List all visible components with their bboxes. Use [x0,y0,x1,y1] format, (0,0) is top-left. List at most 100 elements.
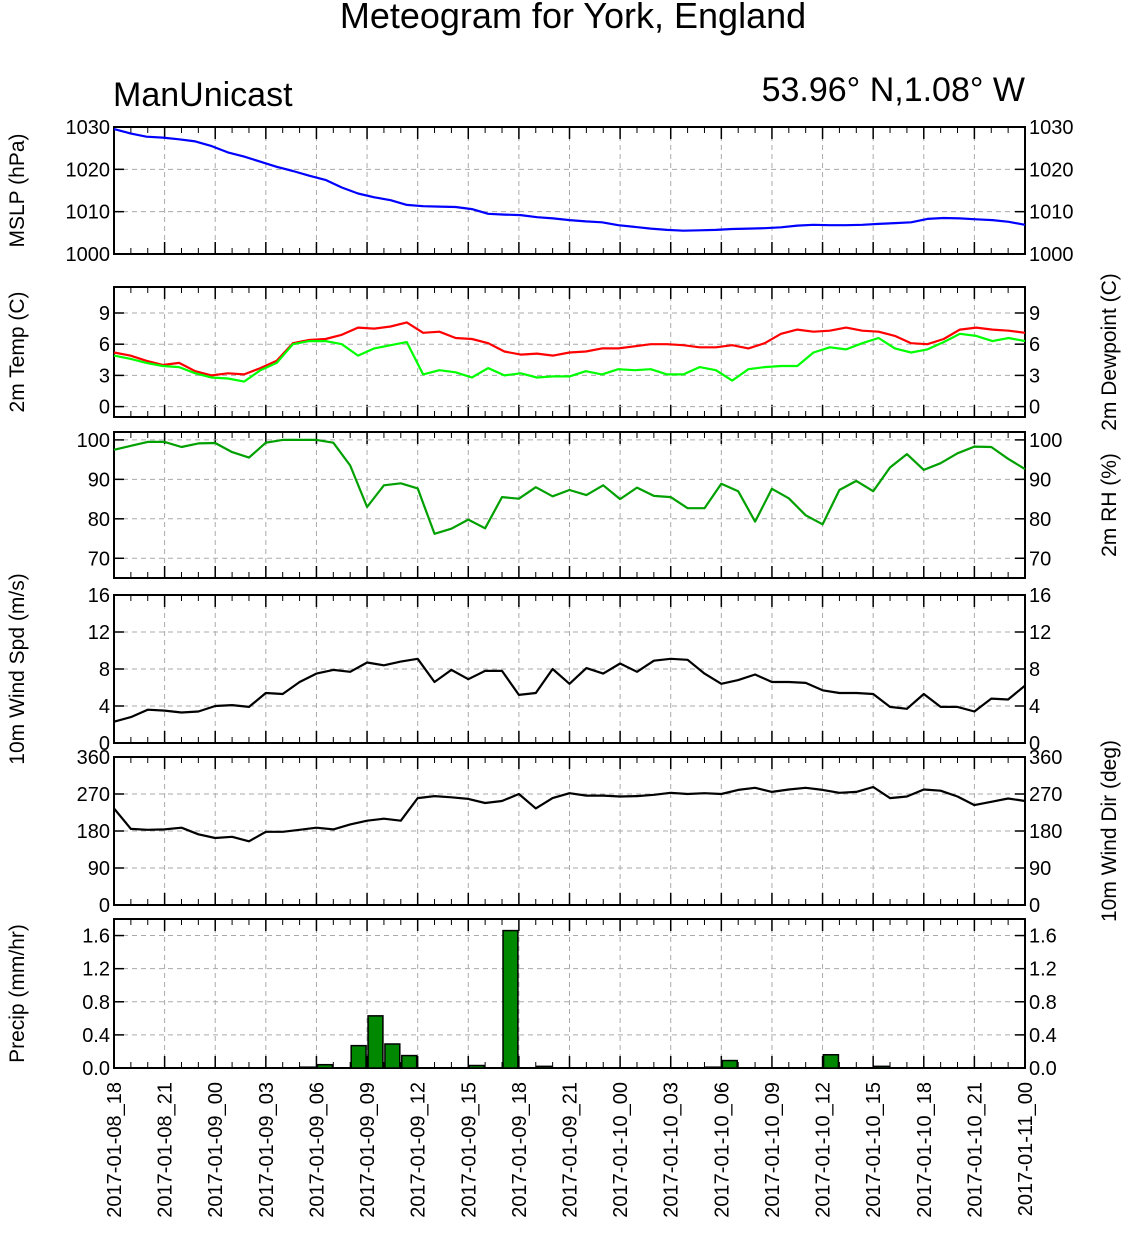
y-tick-label: 100 [77,430,110,452]
y-tick-label: 90 [88,858,110,880]
y-tick-label-right: 8 [1029,659,1040,681]
series-line-rh-0 [113,438,1026,535]
y-tick-label-right: 1.6 [1029,926,1057,948]
precip-bar [721,1059,738,1069]
y-tick-label-right: 12 [1029,622,1051,644]
time-label: 2017-01-10_03 [661,1082,683,1218]
y-axis-label: Precip (mm/hr) [6,924,29,1063]
y-tick-label: 70 [88,548,110,570]
time-label: 2017-01-10_00 [610,1082,632,1218]
y-tick-label: 0 [99,397,110,419]
y-axis-label-right: 10m Wind Dir (deg) [1098,740,1121,922]
y-tick-label: 9 [99,303,110,325]
y-tick-label: 1010 [66,202,111,224]
y-tick-label: 1.2 [82,959,110,981]
y-tick-label: 90 [88,469,110,491]
precip-bar [704,1066,722,1069]
y-axis-label: 2m Temp (C) [6,292,29,413]
panel-temp: 0 0 3 3 6 6 9 9 2m Temp (C) 2m Dewpoint (C) [6,273,1121,431]
location-label: 53.96° N,1.08° W [762,71,1025,109]
time-label: 2017-01-09_06 [306,1082,328,1218]
precip-bar [822,1054,840,1069]
precip-bar [873,1065,890,1069]
y-tick-label: 180 [77,821,110,843]
y-tick-label: 6 [99,334,110,356]
y-tick-label: 3 [99,365,110,387]
time-label: 2017-01-10_12 [813,1082,835,1218]
precip-bar [468,1064,485,1069]
y-tick-label: 0.8 [82,992,110,1014]
y-tick-label-right: 90 [1029,858,1051,880]
y-tick-label: 1.6 [82,926,110,948]
time-label: 2017-01-09_03 [256,1082,278,1218]
y-tick-label: 0.0 [82,1058,110,1080]
y-tick-label: 80 [88,509,110,531]
y-tick-label-right: 80 [1029,509,1051,531]
y-tick-label: 4 [99,696,110,718]
y-tick-label-right: 180 [1029,821,1062,843]
y-tick-label: 0.4 [82,1025,110,1047]
y-tick-label-right: 0.8 [1029,992,1057,1014]
time-label: 2017-01-09_09 [357,1082,379,1218]
panel-precip: 0.0 0.0 0.4 0.4 0.8 0.8 1.2 1.2 1.6 1.6 Precip (mm… [6,918,1057,1080]
time-label: 2017-01-10_09 [762,1082,784,1218]
series-line-wind-dir-0 [113,785,1026,843]
y-tick-label: 1020 [66,159,111,181]
panel-wind-speed: 0 0 4 4 8 8 12 12 16 16 10m Wind Spd (m/s) [6,573,1051,764]
panel-frame [113,126,1026,255]
precip-bar [350,1044,367,1069]
series-line-temp-0 [113,321,1026,377]
panel-frame [113,286,1026,418]
precip-bar [299,1066,317,1069]
panel-frame [113,756,1026,906]
panel-frame [113,594,1026,744]
precip-bar [316,1063,334,1069]
time-label: 2017-01-08_18 [104,1082,126,1218]
y-tick-label: 12 [88,622,110,644]
precip-bar [384,1043,401,1069]
y-tick-label: 1030 [66,117,111,139]
y-tick-label: 0 [99,733,110,755]
chart-title: Meteogram for York, England [340,0,806,36]
y-tick-label-right: 6 [1029,334,1040,356]
y-tick-label: 1000 [66,244,111,266]
y-axis-label: 10m Wind Spd (m/s) [6,573,29,764]
y-tick-label-right: 70 [1029,548,1051,570]
y-tick-label-right: 4 [1029,696,1040,718]
time-label: 2017-01-09_00 [205,1082,227,1218]
source-label: ManUnicast [113,76,293,114]
precip-bar [401,1054,418,1069]
y-tick-label: 8 [99,659,110,681]
time-label: 2017-01-08_21 [155,1082,177,1218]
panel-mslp: 1000 1000 1010 1010 1020 1020 1030 1030 MSLP (hP… [6,117,1074,266]
y-tick-label-right: 1020 [1029,159,1074,181]
time-label: 2017-01-10_15 [863,1082,885,1218]
series-line-wind-speed-0 [113,657,1026,723]
panel-frame [113,918,1026,1069]
y-tick-label: 16 [88,585,110,607]
precip-bar [502,929,519,1069]
y-tick-label-right: 1000 [1029,244,1074,266]
y-tick-label-right: 1.2 [1029,959,1057,981]
time-label: 2017-01-09_15 [458,1082,480,1218]
panel-wind-dir: 0 0 90 90 180 180 270 270 360 360 10m Wind Dir (de… [77,740,1121,922]
time-axis: 2017-01-08_18 2017-01-08_21 2017-01-09_00 2… [104,1082,1037,1218]
y-tick-label-right: 3 [1029,365,1040,387]
y-tick-label-right: 0 [1029,733,1040,755]
time-label: 2017-01-10_18 [914,1082,936,1218]
panel-rh: 70 70 80 80 90 90 100 100 2m RH (%) [77,430,1121,579]
time-label: 2017-01-10_06 [711,1082,733,1218]
y-tick-label-right: 1010 [1029,202,1074,224]
y-tick-label-right: 0.4 [1029,1025,1057,1047]
precip-bar [536,1065,553,1069]
y-tick-label-right: 100 [1029,430,1062,452]
y-tick-label-right: 360 [1029,747,1062,769]
y-tick-label-right: 16 [1029,585,1051,607]
y-tick-label-right: 0.0 [1029,1058,1057,1080]
y-tick-label: 0 [99,895,110,917]
time-label: 2017-01-09_21 [560,1082,582,1218]
y-tick-label-right: 90 [1029,469,1051,491]
series-line-temp-1 [113,332,1026,383]
